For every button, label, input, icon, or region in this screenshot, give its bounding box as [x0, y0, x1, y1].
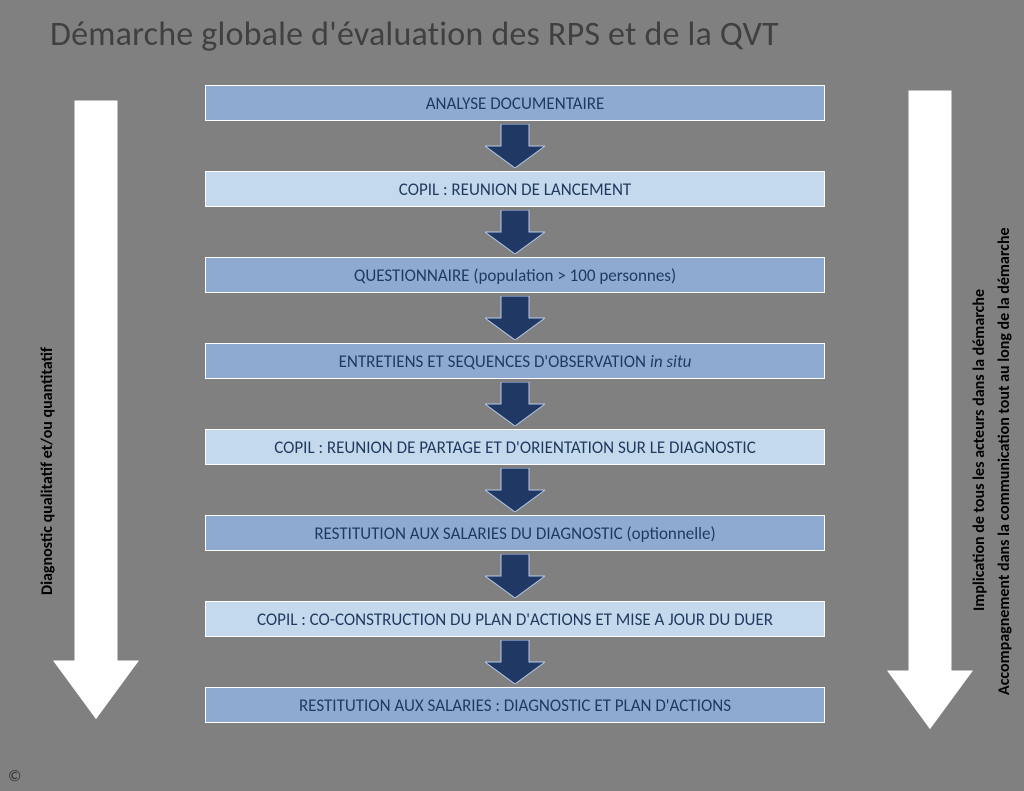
step-1: ANALYSE DOCUMENTAIRE — [205, 85, 825, 121]
connector-arrow-4 — [205, 379, 825, 429]
right-arrow-label-outer: Accompagnement dans la communication tou… — [995, 227, 1014, 695]
step-label: COPIL : REUNION DE LANCEMENT — [399, 179, 631, 200]
step-label: ENTRETIENS ET SEQUENCES D'OBSERVATION — [339, 351, 646, 372]
step-5: COPIL : REUNION DE PARTAGE ET D'ORIENTAT… — [205, 429, 825, 465]
connector-arrow-1 — [205, 121, 825, 171]
step-4: ENTRETIENS ET SEQUENCES D'OBSERVATION in… — [205, 343, 825, 379]
step-7: COPIL : CO-CONSTRUCTION DU PLAN D'ACTION… — [205, 601, 825, 637]
step-2: COPIL : REUNION DE LANCEMENT — [205, 171, 825, 207]
step-8: RESTITUTION AUX SALARIES : DIAGNOSTIC ET… — [205, 687, 825, 723]
left-side-arrow-icon — [52, 100, 140, 720]
right-side-arrow-icon — [886, 90, 974, 730]
step-label: COPIL : CO-CONSTRUCTION DU PLAN D'ACTION… — [257, 609, 773, 630]
left-arrow-label: Diagnostic qualitatif et/ou quantitatif — [38, 347, 57, 595]
step-label: COPIL : REUNION DE PARTAGE ET D'ORIENTAT… — [274, 437, 756, 458]
connector-arrow-3 — [205, 293, 825, 343]
step-label: RESTITUTION AUX SALARIES : DIAGNOSTIC ET… — [299, 695, 731, 716]
connector-arrow-7 — [205, 637, 825, 687]
step-3: QUESTIONNAIRE (population > 100 personne… — [205, 257, 825, 293]
diagram-canvas: Démarche globale d'évaluation des RPS et… — [0, 0, 1024, 791]
step-6: RESTITUTION AUX SALARIES DU DIAGNOSTIC (… — [205, 515, 825, 551]
page-title: Démarche globale d'évaluation des RPS et… — [50, 14, 779, 55]
step-label: QUESTIONNAIRE (population > 100 personne… — [354, 265, 676, 286]
flow-column: ANALYSE DOCUMENTAIRE COPIL : REUNION DE … — [205, 85, 825, 723]
right-arrow-label-inner: Implication de tous les acteurs dans la … — [970, 289, 989, 611]
connector-arrow-6 — [205, 551, 825, 601]
step-label-italic: in situ — [650, 351, 691, 372]
step-label: RESTITUTION AUX SALARIES DU DIAGNOSTIC (… — [314, 523, 715, 544]
copyright-mark: © — [8, 767, 21, 786]
step-label: ANALYSE DOCUMENTAIRE — [426, 93, 605, 114]
connector-arrow-2 — [205, 207, 825, 257]
connector-arrow-5 — [205, 465, 825, 515]
